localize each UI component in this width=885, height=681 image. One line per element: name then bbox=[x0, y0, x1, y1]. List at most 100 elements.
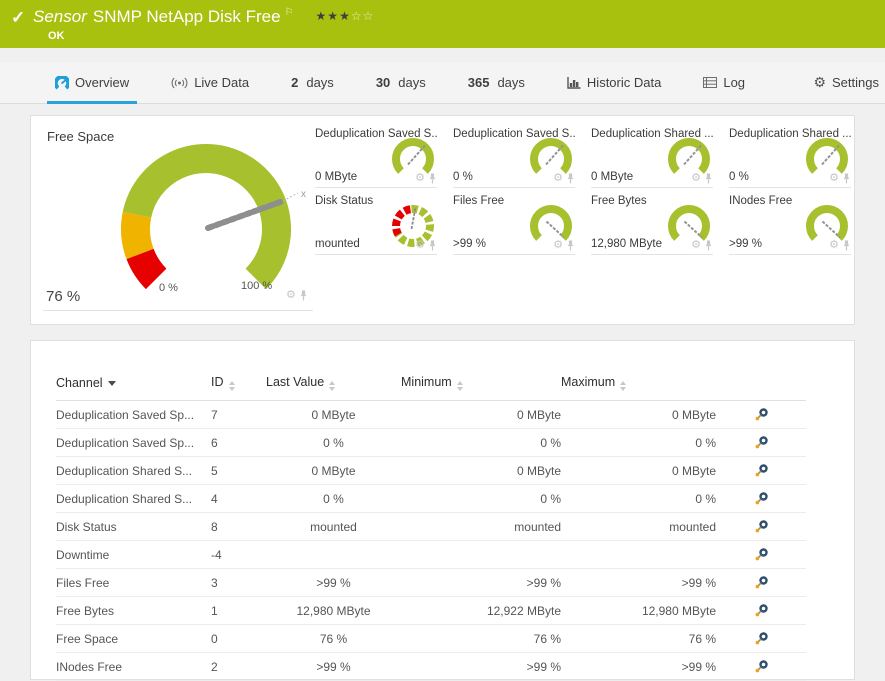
gauge-icon bbox=[55, 76, 69, 90]
channel-last-value: 0 MByte bbox=[266, 401, 401, 429]
mini-gauge-panel[interactable]: Deduplication Shared ... 0 MByte ⚙ bbox=[591, 126, 713, 188]
pin-icon[interactable] bbox=[566, 173, 575, 184]
gear-icon[interactable]: ⚙ bbox=[415, 173, 425, 184]
stars-filled: ★★★ bbox=[316, 9, 351, 23]
sort-icon bbox=[329, 381, 335, 391]
pin-icon[interactable] bbox=[299, 290, 308, 301]
gear-icon[interactable]: ⚙ bbox=[553, 173, 563, 184]
channel-name[interactable]: Free Space bbox=[56, 625, 211, 653]
sort-icon bbox=[620, 381, 626, 391]
gear-icon[interactable]: ⚙ bbox=[286, 290, 296, 301]
pin-icon[interactable] bbox=[704, 173, 713, 184]
channel-last-value bbox=[266, 541, 401, 569]
mini-gauge-value: >99 % bbox=[729, 238, 762, 250]
table-row: Free Space 0 76 % 76 % 76 % bbox=[56, 625, 806, 653]
channel-id: -4 bbox=[211, 541, 266, 569]
channel-last-value: 0 MByte bbox=[266, 457, 401, 485]
channel-name[interactable]: Files Free bbox=[56, 569, 211, 597]
mini-gauge-panel[interactable]: Disk Status mounted ⚙ bbox=[315, 193, 437, 255]
gear-icon[interactable]: ⚙ bbox=[691, 173, 701, 184]
tab-settings[interactable]: ⚙ Settings bbox=[813, 62, 879, 103]
channel-last-value: 0 % bbox=[266, 485, 401, 513]
column-header-channel[interactable]: Channel bbox=[56, 375, 211, 401]
gear-icon[interactable]: ⚙ bbox=[829, 173, 839, 184]
tab-label: days bbox=[497, 75, 524, 90]
mini-gauge-panel[interactable]: Deduplication Saved S... 0 MByte ⚙ bbox=[315, 126, 437, 188]
channel-name[interactable]: Downtime bbox=[56, 541, 211, 569]
free-space-gauge: x bbox=[106, 129, 316, 304]
pin-icon[interactable] bbox=[842, 240, 851, 251]
mini-gauge-panel[interactable]: Files Free >99 % ⚙ bbox=[453, 193, 575, 255]
channel-settings-icon[interactable] bbox=[753, 407, 769, 423]
channel-settings-icon[interactable] bbox=[753, 519, 769, 535]
channel-last-value: >99 % bbox=[266, 569, 401, 597]
mini-gauge-panel[interactable]: Deduplication Saved S... 0 % ⚙ bbox=[453, 126, 575, 188]
tab-label: Live Data bbox=[194, 75, 249, 90]
mini-gauge-panel[interactable]: Deduplication Shared ... 0 % ⚙ bbox=[729, 126, 851, 188]
flag-icon[interactable]: ⚐ bbox=[285, 7, 294, 18]
channel-settings-icon[interactable] bbox=[753, 435, 769, 451]
channel-name[interactable]: Deduplication Shared S... bbox=[56, 485, 211, 513]
channel-maximum: 0 % bbox=[561, 485, 716, 513]
tab-label: Settings bbox=[832, 75, 879, 90]
channel-maximum: 0 MByte bbox=[561, 401, 716, 429]
channel-last-value: 76 % bbox=[266, 625, 401, 653]
channel-settings-icon[interactable] bbox=[753, 603, 769, 619]
table-row: INodes Free 2 >99 % >99 % >99 % bbox=[56, 653, 806, 681]
channel-settings-icon[interactable] bbox=[753, 491, 769, 507]
mini-gauge-value: 0 % bbox=[453, 171, 473, 183]
priority-stars[interactable]: ★★★☆☆ bbox=[316, 9, 375, 23]
channel-name[interactable]: INodes Free bbox=[56, 653, 211, 681]
channel-name[interactable]: Deduplication Saved Sp... bbox=[56, 401, 211, 429]
tab-log[interactable]: Log bbox=[703, 62, 745, 103]
gear-icon[interactable]: ⚙ bbox=[553, 240, 563, 251]
mini-gauge-panel[interactable]: INodes Free >99 % ⚙ bbox=[729, 193, 851, 255]
channel-name[interactable]: Deduplication Saved Sp... bbox=[56, 429, 211, 457]
pin-icon[interactable] bbox=[704, 240, 713, 251]
pin-icon[interactable] bbox=[428, 173, 437, 184]
tab-overview[interactable]: Overview bbox=[55, 62, 129, 103]
channel-minimum: >99 % bbox=[401, 569, 561, 597]
channel-settings-icon[interactable] bbox=[753, 575, 769, 591]
channel-settings-icon[interactable] bbox=[753, 463, 769, 479]
column-header-minimum[interactable]: Minimum bbox=[401, 375, 561, 401]
channel-id: 5 bbox=[211, 457, 266, 485]
stars-empty: ☆☆ bbox=[351, 9, 375, 23]
channel-minimum: 12,922 MByte bbox=[401, 597, 561, 625]
channel-settings-icon[interactable] bbox=[753, 547, 769, 563]
tab-live-data[interactable]: Live Data bbox=[171, 62, 249, 103]
column-header-settings bbox=[716, 375, 806, 401]
gear-icon[interactable]: ⚙ bbox=[691, 240, 701, 251]
gauge-scale-min: 0 % bbox=[159, 282, 178, 294]
column-header-last-value[interactable]: Last Value bbox=[266, 375, 401, 401]
tab-historic-data[interactable]: Historic Data bbox=[567, 62, 661, 103]
mini-gauge-panel[interactable]: Free Bytes 12,980 MByte ⚙ bbox=[591, 193, 713, 255]
peak-marker-label: x bbox=[301, 189, 306, 200]
mini-gauge-value: 0 MByte bbox=[315, 171, 357, 183]
tab-365-days[interactable]: 365 days bbox=[468, 62, 525, 103]
channel-settings-icon[interactable] bbox=[753, 631, 769, 647]
channel-name[interactable]: Deduplication Shared S... bbox=[56, 457, 211, 485]
pin-icon[interactable] bbox=[428, 240, 437, 251]
sensor-name: SNMP NetApp Disk Free bbox=[93, 7, 281, 26]
channel-id: 7 bbox=[211, 401, 266, 429]
tab-30-days[interactable]: 30 days bbox=[376, 62, 426, 103]
channel-name[interactable]: Disk Status bbox=[56, 513, 211, 541]
gear-icon[interactable]: ⚙ bbox=[829, 240, 839, 251]
channel-settings-icon[interactable] bbox=[753, 659, 769, 675]
mini-gauge-tools: ⚙ bbox=[829, 240, 851, 251]
pin-icon[interactable] bbox=[566, 240, 575, 251]
channel-name[interactable]: Free Bytes bbox=[56, 597, 211, 625]
column-header-maximum[interactable]: Maximum bbox=[561, 375, 716, 401]
column-header-id[interactable]: ID bbox=[211, 375, 266, 401]
status-badge: OK bbox=[48, 30, 65, 42]
gear-icon[interactable]: ⚙ bbox=[415, 240, 425, 251]
table-row: Downtime -4 bbox=[56, 541, 806, 569]
channel-minimum: 0 % bbox=[401, 429, 561, 457]
tab-number: 30 bbox=[376, 75, 390, 90]
sensor-header: ✓ SensorSNMP NetApp Disk Free⚐★★★☆☆ OK bbox=[0, 0, 885, 48]
pin-icon[interactable] bbox=[842, 173, 851, 184]
tab-2-days[interactable]: 2 days bbox=[291, 62, 334, 103]
mini-gauge-value: >99 % bbox=[453, 238, 486, 250]
channel-id: 4 bbox=[211, 485, 266, 513]
